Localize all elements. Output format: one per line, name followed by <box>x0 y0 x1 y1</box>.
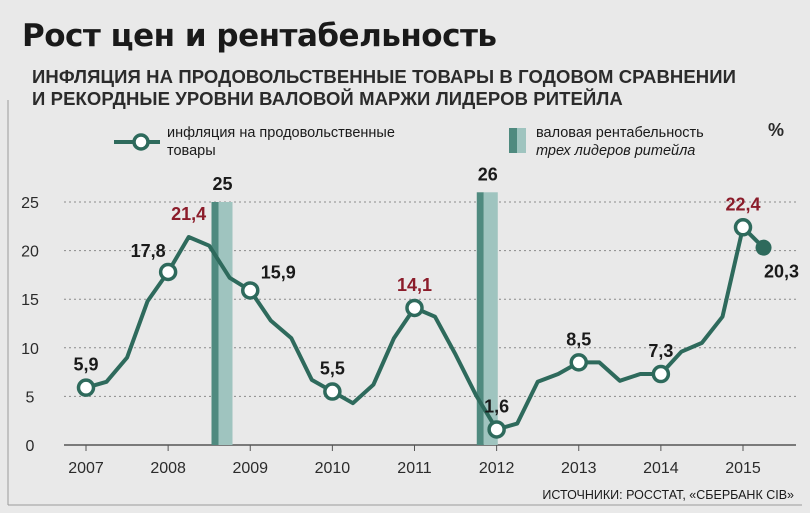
y-tick-label: 15 <box>21 292 39 309</box>
x-tick-label: 2014 <box>643 460 679 477</box>
x-tick-label: 2015 <box>725 460 761 477</box>
data-label: 20,3 <box>764 262 799 282</box>
data-label: 22,4 <box>725 194 760 214</box>
legend-line-marker <box>132 133 150 151</box>
x-axis-ticks: 2007 2008 2009 2010 2011 2012 2013 2014 2015 <box>68 445 761 477</box>
unit-label: % <box>768 120 784 140</box>
margin-bar <box>218 202 233 445</box>
legend-bar-label-2: трех лидеров ритейла <box>536 143 695 159</box>
legend-bar-swatch-side <box>509 128 517 153</box>
gridlines <box>64 201 796 446</box>
data-label: 21,4 <box>171 204 206 224</box>
inflation-marker <box>569 353 588 372</box>
data-label: 8,5 <box>566 329 591 349</box>
legend: инфляция на продовольственные товары вал… <box>114 120 784 159</box>
inflation-marker <box>158 262 178 282</box>
y-tick-label: 10 <box>21 341 39 358</box>
x-tick-label: 2009 <box>232 460 268 477</box>
chart-subtitle-line-1: ИНФЛЯЦИЯ НА ПРОДОВОЛЬСТВЕННЫЕ ТОВАРЫ В Г… <box>32 66 737 87</box>
y-tick-label: 0 <box>26 438 35 455</box>
data-label: 26 <box>478 164 498 184</box>
data-label: 14,1 <box>397 275 432 295</box>
source-note: ИСТОЧНИКИ: РОССТАТ, «СБЕРБАНК CIB» <box>542 488 794 502</box>
inflation-marker <box>733 218 753 237</box>
margin-bars <box>211 192 498 445</box>
inflation-line <box>84 225 766 432</box>
data-label: 5,9 <box>73 355 98 375</box>
inflation-line-path <box>84 225 766 432</box>
legend-bar-label-1: валовая рентабельность <box>536 125 704 141</box>
data-label: 15,9 <box>261 262 296 282</box>
inflation-marker <box>323 382 342 401</box>
inflation-marker <box>76 378 96 397</box>
y-axis-ticks: 0 5 10 15 20 25 <box>21 195 39 455</box>
inflation-marker <box>405 298 424 318</box>
margin-bar-side <box>211 202 219 445</box>
data-label: 1,6 <box>484 396 509 416</box>
x-tick-label: 2012 <box>479 460 515 477</box>
data-label: 5,5 <box>320 359 345 379</box>
inflation-marker <box>241 281 260 300</box>
y-tick-label: 25 <box>21 195 39 212</box>
data-labels: 5,9 17,821,4 15,9 5,5 14,1 1,6 8,5 7,3 22,4 20,3 2… <box>73 164 799 416</box>
x-tick-label: 2007 <box>68 460 104 477</box>
legend-line-label-1: инфляция на продовольственные <box>167 125 395 141</box>
data-label: 25 <box>212 174 232 194</box>
x-tick-label: 2011 <box>397 460 432 477</box>
chart-title: Рост цен и рентабельность <box>22 18 497 54</box>
legend-line-label-2: товары <box>167 143 216 159</box>
data-label: 7,3 <box>648 341 673 361</box>
x-tick-label: 2013 <box>561 460 597 477</box>
y-tick-label: 20 <box>21 244 39 261</box>
inflation-markers <box>76 218 772 439</box>
inflation-marker-latest <box>755 239 772 256</box>
margin-bar-side <box>476 192 484 445</box>
data-label: 17,8 <box>131 241 166 261</box>
x-tick-label: 2010 <box>315 460 351 477</box>
inflation-marker <box>651 364 671 384</box>
x-tick-label: 2008 <box>150 460 186 477</box>
chart-card <box>6 6 802 504</box>
chart-subtitle-line-2: И РЕКОРДНЫЕ УРОВНИ ВАЛОВОЙ МАРЖИ ЛИДЕРОВ… <box>32 88 623 109</box>
legend-bar-swatch-front <box>517 128 526 153</box>
inflation-marker <box>487 420 506 439</box>
margin-bar <box>483 192 498 445</box>
y-tick-label: 5 <box>26 389 35 406</box>
